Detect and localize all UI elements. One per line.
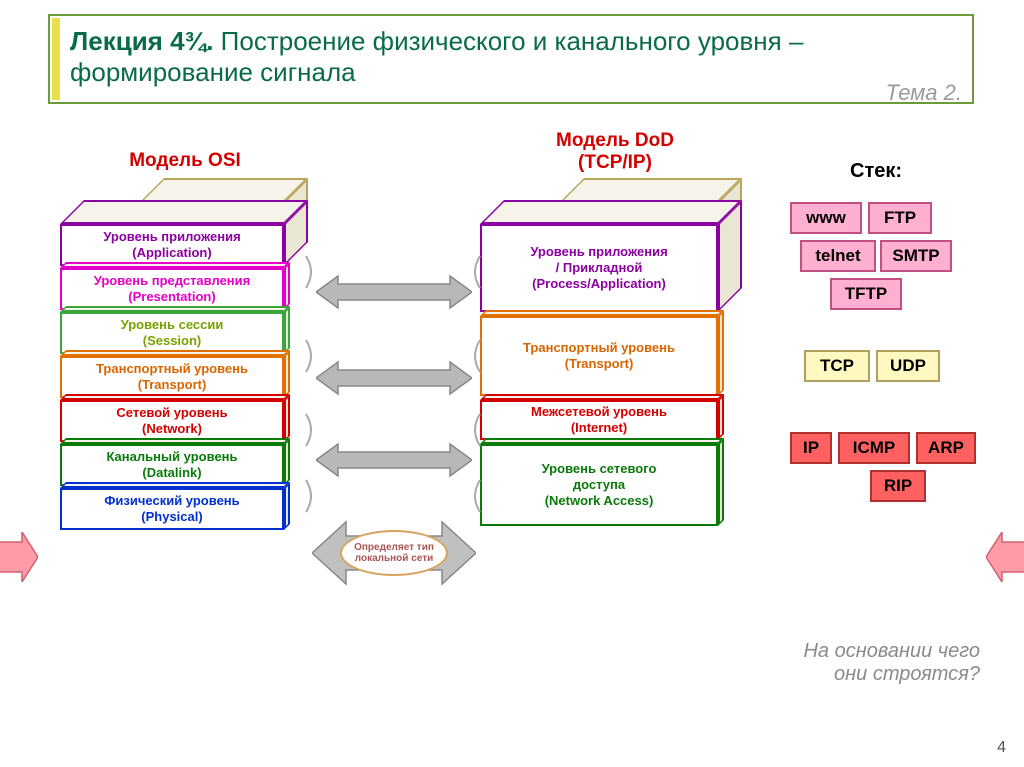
connector-paren [468, 338, 482, 374]
osi-layer-2-label: Уровень сессии (Session) [60, 312, 284, 354]
osi-layer-5-label: Канальный уровень (Datalink) [60, 444, 284, 486]
proto-chip-icmp: ICMP [838, 432, 910, 464]
dod-layer-3: Уровень сетевого доступа (Network Access… [480, 444, 718, 526]
proto-chip-tcp: TCP [804, 350, 870, 382]
side-arrow [0, 532, 38, 582]
osi-layer-6: Физический уровень (Physical) [60, 488, 284, 530]
connector-paren [468, 412, 482, 448]
osi-layer-2: Уровень сессии (Session) [60, 312, 284, 354]
dod-layer-2: Межсетевой уровень (Internet) [480, 400, 718, 440]
proto-chip-ftp: FTP [868, 202, 932, 234]
osi-layer-1-label: Уровень представления (Presentation) [60, 268, 284, 310]
osi-layer-1: Уровень представления (Presentation) [60, 268, 284, 310]
slide-title: Лекция 4¾. Построение физического и кана… [70, 26, 940, 88]
dod-layer-3-label: Уровень сетевого доступа (Network Access… [480, 444, 718, 526]
bi-arrow [316, 272, 472, 312]
topic-label: Тема 2. [886, 80, 962, 106]
stack-title: Стек: [850, 160, 902, 183]
dod-layer-0: Уровень приложения / Прикладной (Process… [480, 224, 718, 312]
dod-layer-2-label: Межсетевой уровень (Internet) [480, 400, 718, 440]
osi-layer-0-label: Уровень приложения (Application) [60, 224, 284, 266]
osi-title: Модель OSI [110, 150, 260, 172]
proto-chip-smtp: SMTP [880, 240, 952, 272]
side-arrow [986, 532, 1024, 582]
proto-chip-telnet: telnet [800, 240, 876, 272]
dod-layer-0-label: Уровень приложения / Прикладной (Process… [480, 224, 718, 312]
osi-layer-0: Уровень приложения (Application) [60, 224, 284, 266]
title-bold: Лекция 4¾. [70, 26, 213, 56]
connector-paren [468, 478, 482, 514]
connector-paren [304, 478, 318, 514]
dod-layer-1-label: Транспортный уровень (Transport) [480, 316, 718, 396]
osi-layer-3: Транспортный уровень (Transport) [60, 356, 284, 398]
dod-title: Модель DoD (TCP/IP) [520, 130, 710, 174]
connector-paren [304, 412, 318, 448]
accent-bar [52, 18, 60, 100]
connector-paren [468, 254, 482, 290]
dod-layer-1: Транспортный уровень (Transport) [480, 316, 718, 396]
osi-layer-4-label: Сетевой уровень (Network) [60, 400, 284, 442]
proto-chip-tftp: TFTP [830, 278, 902, 310]
bi-arrow [316, 358, 472, 398]
osi-layer-4: Сетевой уровень (Network) [60, 400, 284, 442]
proto-chip-ip: IP [790, 432, 832, 464]
connector-paren [304, 254, 318, 290]
proto-chip-rip: RIP [870, 470, 926, 502]
connector-paren [304, 338, 318, 374]
bi-arrow [316, 440, 472, 480]
osi-layer-3-label: Транспортный уровень (Transport) [60, 356, 284, 398]
oval-note: Определяет тип локальной сети [340, 530, 448, 576]
proto-chip-www: www [790, 202, 862, 234]
footer-question: На основании чего они строятся? [700, 640, 980, 686]
proto-chip-arp: ARP [916, 432, 976, 464]
osi-layer-6-label: Физический уровень (Physical) [60, 488, 284, 530]
osi-layer-5: Канальный уровень (Datalink) [60, 444, 284, 486]
page-number: 4 [997, 739, 1006, 757]
proto-chip-udp: UDP [876, 350, 940, 382]
